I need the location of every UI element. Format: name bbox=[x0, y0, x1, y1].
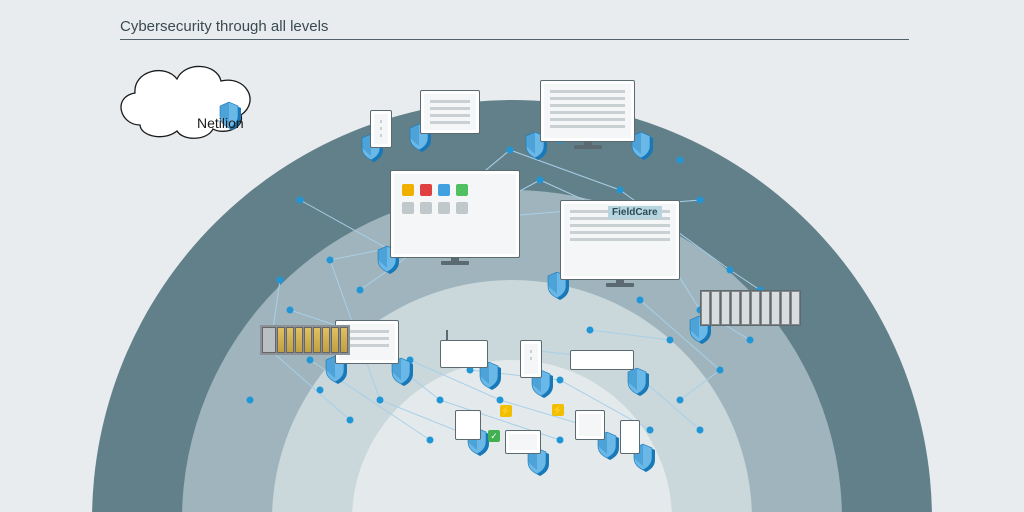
diagram-canvas: Cybersecurity through all levels Netilio… bbox=[0, 0, 1024, 512]
status-warn-badge: ⚡ bbox=[500, 405, 512, 417]
cloud-label: Netilion bbox=[197, 115, 244, 131]
tablet-icon bbox=[420, 90, 480, 134]
io-rack-icon bbox=[260, 325, 350, 355]
handheld-device-icon bbox=[520, 340, 542, 378]
analyzer-device-icon bbox=[505, 430, 541, 454]
plc-rack-icon bbox=[700, 290, 801, 326]
probe-sensors-icon bbox=[620, 420, 640, 454]
field-sensor-icon bbox=[455, 410, 481, 440]
antenna-icon bbox=[446, 330, 448, 340]
transmitter-icon bbox=[575, 410, 605, 440]
header: Cybersecurity through all levels bbox=[120, 18, 909, 40]
desktop-monitor-icon bbox=[540, 80, 635, 142]
status-ok-badge: ✓ bbox=[488, 430, 500, 442]
fieldcare-label: FieldCare bbox=[608, 206, 662, 219]
network-switch-icon bbox=[570, 350, 634, 370]
smartphone-icon bbox=[370, 110, 392, 148]
page-title: Cybersecurity through all levels bbox=[120, 18, 909, 35]
gateway-device-icon bbox=[440, 340, 488, 368]
status-warn-badge: ⚡ bbox=[552, 404, 564, 416]
scada-monitor-icon bbox=[390, 170, 520, 258]
